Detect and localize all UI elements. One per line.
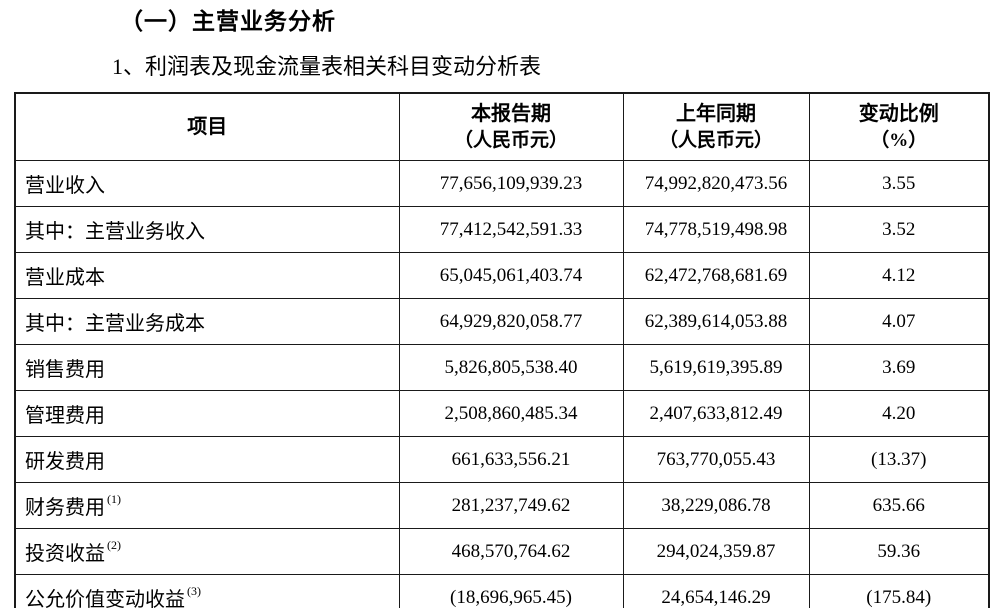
row-change-value: 3.55	[808, 160, 990, 207]
row-item-label: 销售费用	[14, 344, 400, 391]
header-change-ratio-title: 变动比例	[858, 102, 939, 125]
row-prior-value: 294,024,359.87	[622, 528, 810, 575]
row-prior-value: 62,389,614,053.88	[622, 298, 810, 345]
header-current-period-title: 本报告期	[471, 102, 551, 125]
table-row: 管理费用 2,508,860,485.34 2,407,633,812.49 4…	[14, 390, 990, 437]
row-change-value: (175.84)	[808, 574, 990, 608]
profit-and-cashflow-change-table: 项目 本报告期 （人民币元） 上年同期 （人民币元） 变动比例 （%） 营业收入 77…	[14, 92, 990, 608]
header-current-period-unit: （人民币元）	[453, 129, 568, 151]
header-prior-period-title: 上年同期	[676, 102, 756, 125]
row-item-label: 公允价值变动收益 (3)	[14, 574, 400, 608]
row-current-value: (18,696,965.45)	[398, 574, 624, 608]
row-prior-value: 5,619,619,395.89	[622, 344, 810, 391]
row-item-label: 研发费用	[14, 436, 400, 483]
table-row: 投资收益 (2) 468,570,764.62 294,024,359.87 59…	[14, 528, 990, 575]
row-current-value: 5,826,805,538.40	[398, 344, 624, 391]
row-current-value: 65,045,061,403.74	[398, 252, 624, 299]
section-heading: （一）主营业务分析	[120, 9, 336, 34]
table-row: 营业成本 65,045,061,403.74 62,472,768,681.69…	[14, 252, 990, 299]
subsection-heading: 1、利润表及现金流量表相关科目变动分析表	[112, 53, 542, 79]
row-change-value: 4.07	[808, 298, 990, 345]
header-prior-period: 上年同期 （人民币元）	[622, 92, 810, 161]
row-current-value: 661,633,556.21	[398, 436, 624, 483]
row-prior-value: 74,778,519,498.98	[622, 206, 810, 253]
row-current-value: 2,508,860,485.34	[398, 390, 624, 437]
row-prior-value: 763,770,055.43	[622, 436, 810, 483]
footnote-marker: (1)	[107, 492, 121, 507]
row-current-value: 281,237,749.62	[398, 482, 624, 529]
row-prior-value: 62,472,768,681.69	[622, 252, 810, 299]
row-prior-value: 74,992,820,473.56	[622, 160, 810, 207]
row-item-label: 其中：主营业务收入	[14, 206, 400, 253]
row-change-value: 59.36	[808, 528, 990, 575]
row-current-value: 64,929,820,058.77	[398, 298, 624, 345]
row-current-value: 77,412,542,591.33	[398, 206, 624, 253]
row-current-value: 468,570,764.62	[398, 528, 624, 575]
row-item-label: 管理费用	[14, 390, 400, 437]
table-row: 其中：主营业务成本 64,929,820,058.77 62,389,614,0…	[14, 298, 990, 345]
table-row: 财务费用 (1) 281,237,749.62 38,229,086.78 635…	[14, 482, 990, 529]
table-header-row: 项目 本报告期 （人民币元） 上年同期 （人民币元） 变动比例 （%）	[14, 92, 990, 161]
table-row: 研发费用 661,633,556.21 763,770,055.43 (13.3…	[14, 436, 990, 483]
header-change-ratio-unit: （%）	[870, 129, 928, 151]
row-item-label: 财务费用 (1)	[14, 482, 400, 529]
row-prior-value: 38,229,086.78	[622, 482, 810, 529]
row-change-value: 4.20	[808, 390, 990, 437]
header-prior-period-unit: （人民币元）	[658, 129, 773, 151]
row-prior-value: 2,407,633,812.49	[622, 390, 810, 437]
row-change-value: 3.69	[808, 344, 990, 391]
footnote-marker: (3)	[187, 584, 201, 599]
row-current-value: 77,656,109,939.23	[398, 160, 624, 207]
row-item-label: 营业收入	[14, 160, 400, 207]
row-item-label: 营业成本	[14, 252, 400, 299]
row-item-label: 投资收益 (2)	[14, 528, 400, 575]
footnote-marker: (2)	[107, 538, 121, 553]
row-change-value: 3.52	[808, 206, 990, 253]
row-item-label: 其中：主营业务成本	[14, 298, 400, 345]
table-row: 营业收入 77,656,109,939.23 74,992,820,473.56…	[14, 160, 990, 207]
table-row: 其中：主营业务收入 77,412,542,591.33 74,778,519,4…	[14, 206, 990, 253]
row-change-value: 4.12	[808, 252, 990, 299]
table-row: 公允价值变动收益 (3) (18,696,965.45) 24,654,146.2…	[14, 574, 990, 608]
header-current-period: 本报告期 （人民币元）	[398, 92, 624, 161]
header-item: 项目	[14, 92, 400, 161]
row-change-value: (13.37)	[808, 436, 990, 483]
row-prior-value: 24,654,146.29	[622, 574, 810, 608]
header-change-ratio: 变动比例 （%）	[808, 92, 990, 161]
row-change-value: 635.66	[808, 482, 990, 529]
table-row: 销售费用 5,826,805,538.40 5,619,619,395.89 3…	[14, 344, 990, 391]
